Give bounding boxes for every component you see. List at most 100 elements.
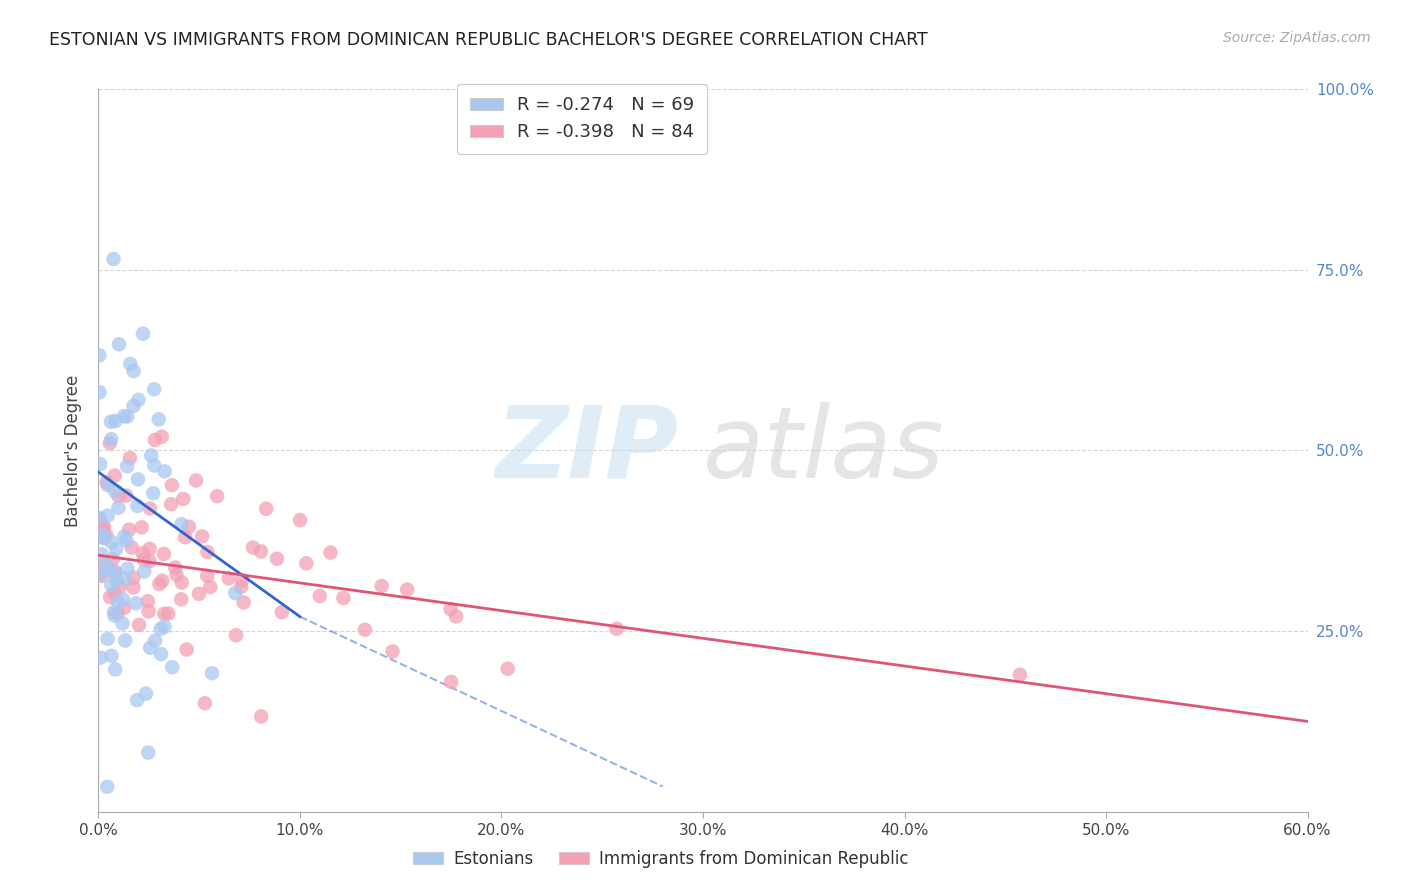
Text: atlas: atlas <box>703 402 945 499</box>
Point <box>100 648 122 663</box>
Point <box>165 560 187 574</box>
Point <box>370 579 392 593</box>
Point <box>150 430 173 444</box>
Point <box>117 562 139 576</box>
Point <box>232 595 254 609</box>
Point <box>157 607 180 621</box>
Point <box>200 580 222 594</box>
Point <box>136 594 159 608</box>
Point <box>89 511 111 525</box>
Point <box>170 517 193 532</box>
Point <box>138 554 160 568</box>
Point <box>354 623 377 637</box>
Point <box>96 558 118 573</box>
Point <box>153 619 176 633</box>
Point <box>439 602 461 616</box>
Point <box>93 527 115 541</box>
Point <box>100 415 122 429</box>
Point <box>172 491 194 506</box>
Text: ESTONIAN VS IMMIGRANTS FROM DOMINICAN REPUBLIC BACHELOR'S DEGREE CORRELATION CHA: ESTONIAN VS IMMIGRANTS FROM DOMINICAN RE… <box>49 31 928 49</box>
Point <box>89 650 111 665</box>
Point <box>96 527 118 541</box>
Point <box>112 600 135 615</box>
Point <box>270 605 292 619</box>
Point <box>90 547 112 561</box>
Text: ZIP: ZIP <box>496 402 679 499</box>
Point <box>250 544 273 558</box>
Point <box>100 535 122 549</box>
Point <box>112 592 135 607</box>
Point <box>191 529 214 543</box>
Point <box>136 746 159 760</box>
Point <box>115 533 138 548</box>
Point <box>97 632 120 646</box>
Point <box>444 609 467 624</box>
Point <box>127 499 149 513</box>
Point <box>143 433 166 447</box>
Point <box>131 546 153 560</box>
Point <box>105 541 128 556</box>
Point <box>89 385 111 400</box>
Point <box>170 592 193 607</box>
Point <box>150 574 173 588</box>
Point <box>115 489 138 503</box>
Point <box>128 618 150 632</box>
Point <box>112 409 135 424</box>
Point <box>132 552 155 566</box>
Point <box>100 432 122 446</box>
Point <box>218 571 240 585</box>
Point <box>188 587 211 601</box>
Point <box>89 567 111 582</box>
Point <box>266 551 288 566</box>
Point <box>224 586 246 600</box>
Point <box>114 572 136 586</box>
Point <box>104 662 127 676</box>
Point <box>122 399 145 413</box>
Point <box>160 478 183 492</box>
Y-axis label: Bachelor's Degree: Bachelor's Degree <box>65 375 83 526</box>
Point <box>104 565 127 579</box>
Point <box>134 565 156 579</box>
Point <box>194 696 217 710</box>
Point <box>104 468 127 483</box>
Point <box>381 644 404 658</box>
Point <box>150 647 173 661</box>
Point <box>103 585 125 599</box>
Point <box>332 591 354 605</box>
Point <box>225 628 247 642</box>
Point <box>118 451 141 466</box>
Point <box>295 557 318 571</box>
Point <box>103 252 125 266</box>
Point <box>184 474 207 488</box>
Point <box>91 521 114 535</box>
Point <box>128 392 150 407</box>
Point <box>174 530 197 544</box>
Legend: R = -0.274   N = 69, R = -0.398   N = 84: R = -0.274 N = 69, R = -0.398 N = 84 <box>457 84 707 154</box>
Point <box>112 529 135 543</box>
Point <box>160 497 183 511</box>
Point <box>98 562 121 576</box>
Point <box>127 472 149 486</box>
Point <box>107 500 129 515</box>
Point <box>132 326 155 341</box>
Point <box>142 486 165 500</box>
Point <box>149 622 172 636</box>
Point <box>139 640 162 655</box>
Point <box>98 590 121 604</box>
Point <box>108 337 131 351</box>
Point <box>89 457 111 471</box>
Point <box>127 693 149 707</box>
Point <box>166 567 188 582</box>
Point <box>91 555 114 569</box>
Point <box>94 531 117 545</box>
Point <box>103 608 125 623</box>
Point <box>177 520 200 534</box>
Point <box>121 541 143 555</box>
Point <box>250 709 273 723</box>
Point <box>138 604 160 618</box>
Point <box>143 382 166 396</box>
Point <box>254 501 277 516</box>
Point <box>101 552 124 566</box>
Point <box>205 489 228 503</box>
Point <box>100 578 122 592</box>
